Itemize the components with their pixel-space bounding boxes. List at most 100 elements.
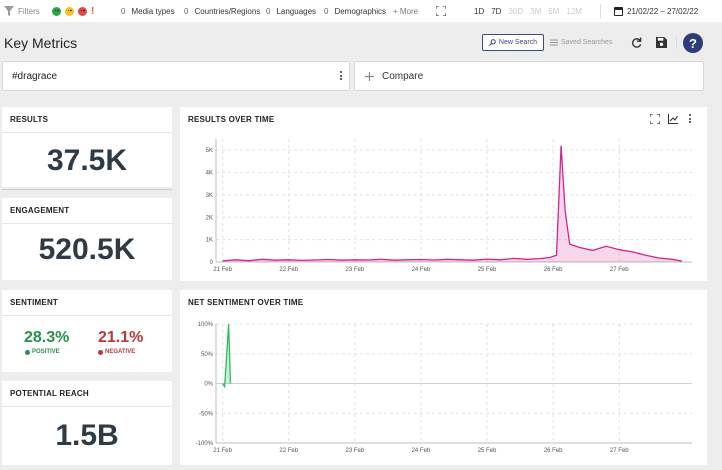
reach-title: POTENTIAL REACH — [10, 389, 89, 398]
compare-label: Compare — [382, 70, 424, 82]
y-tick-label: 0 — [210, 260, 214, 266]
results-title: RESULTS — [10, 115, 49, 124]
expand-icon[interactable] — [436, 0, 446, 22]
range-1d[interactable]: 1D — [474, 6, 485, 16]
series-line — [222, 145, 683, 262]
date-range-label: 21/02/22 – 27/02/22 — [627, 6, 699, 16]
card-divider — [2, 315, 172, 316]
y-tick-label: 0% — [204, 382, 213, 388]
line-chart-icon[interactable] — [668, 114, 678, 124]
sentiment-filters: ! — [52, 0, 94, 22]
media-types-count: 0 — [121, 6, 126, 16]
positive-emoji-icon[interactable] — [52, 6, 61, 16]
negative-percent: 21.1% — [98, 329, 144, 346]
x-tick-label: 26 Feb — [544, 267, 563, 273]
topbar-divider — [600, 4, 601, 18]
y-tick-label: 3K — [206, 193, 213, 199]
header-divider — [676, 35, 677, 49]
demographics-filter[interactable]: 0 Demographics — [324, 0, 386, 22]
calendar-icon — [614, 6, 623, 16]
engagement-value: 520.5K — [38, 233, 136, 266]
filters-label: Filters — [18, 6, 40, 16]
x-tick-label: 23 Feb — [345, 448, 364, 454]
new-search-button[interactable]: New Search — [482, 34, 544, 51]
x-tick-label: 26 Feb — [544, 448, 563, 454]
x-tick-label: 21 Feb — [213, 448, 232, 454]
negative-label: NEGATIVE — [105, 349, 136, 355]
y-tick-label: 5K — [206, 148, 213, 154]
x-tick-label: 27 Feb — [610, 448, 629, 454]
compare-button[interactable]: Compare — [354, 61, 704, 91]
series-area — [222, 145, 683, 262]
saved-searches-label: Saved Searches — [561, 39, 613, 46]
sentiment-over-time-card: NET SENTIMENT OVER TIME 21 Feb 22 Feb 23 F… — [180, 290, 707, 465]
x-tick-label: 21 Feb — [213, 267, 232, 273]
languages-count: 0 — [266, 6, 271, 16]
page-title: Key Metrics — [4, 35, 78, 51]
query-menu-icon[interactable] — [340, 71, 342, 80]
help-icon[interactable]: ? — [683, 33, 703, 53]
positive-dot-icon — [25, 349, 30, 355]
sentiment-title: SENTIMENT — [10, 298, 59, 307]
card-divider — [2, 132, 172, 133]
card-divider — [2, 223, 172, 224]
range-3m[interactable]: 3M — [530, 6, 542, 16]
reach-card: POTENTIAL REACH 1.5B — [2, 381, 172, 465]
sentiment-chart: 21 Feb 22 Feb 23 Feb 24 Feb 25 Feb 26 Feb 27 F… — [196, 322, 692, 454]
reach-value: 1.5B — [55, 419, 119, 452]
y-tick-label: -50% — [199, 411, 214, 417]
x-tick-label: 25 Feb — [478, 267, 497, 273]
regions-filter[interactable]: 0 Countries/Regions — [184, 0, 260, 22]
results-chart-title: RESULTS OVER TIME — [188, 115, 275, 124]
results-card: RESULTS 37.5K — [2, 107, 172, 187]
demographics-count: 0 — [324, 6, 329, 16]
negative-label-row: NEGATIVE — [98, 349, 135, 355]
save-icon[interactable] — [653, 34, 670, 51]
positive-percent: 28.3% — [24, 329, 70, 346]
filter-bar: Filters ! 0 Media types 0 Countries/Regi… — [0, 0, 722, 22]
new-search-label: New Search — [498, 39, 538, 46]
query-text: #dragrace — [12, 70, 58, 82]
series-line — [222, 323, 232, 389]
media-types-label: Media types — [131, 6, 175, 16]
x-tick-label: 23 Feb — [345, 267, 364, 273]
y-tick-label: 4K — [206, 171, 213, 177]
neutral-emoji-icon[interactable] — [65, 6, 74, 16]
media-types-filter[interactable]: 0 Media types — [121, 0, 175, 22]
list-icon — [550, 39, 558, 46]
results-value: 37.5K — [46, 144, 128, 177]
negative-dot-icon — [98, 349, 103, 355]
x-tick-label: 22 Feb — [279, 448, 298, 454]
alert-icon[interactable]: ! — [91, 5, 95, 17]
demographics-label: Demographics — [334, 6, 387, 16]
y-tick-label: 1K — [206, 238, 213, 244]
languages-filter[interactable]: 0 Languages — [266, 0, 316, 22]
y-tick-label: -100% — [196, 441, 214, 447]
range-7d[interactable]: 7D — [491, 6, 502, 16]
x-tick-label: 24 Feb — [412, 448, 431, 454]
search-icon — [488, 39, 496, 46]
regions-label: Countries/Regions — [194, 6, 261, 16]
results-chart: 21 Feb 22 Feb 23 Feb 24 Feb 25 Feb 26 Feb 27 F… — [206, 139, 692, 273]
range-30d[interactable]: 30D — [508, 6, 524, 16]
range-12m[interactable]: 12M — [566, 6, 582, 16]
y-tick-label: 100% — [198, 322, 214, 328]
results-chart-menu-icon[interactable] — [689, 114, 691, 123]
x-tick-label: 24 Feb — [412, 267, 431, 273]
query-input[interactable]: #dragrace — [2, 61, 350, 91]
saved-searches-button[interactable]: Saved Searches — [550, 34, 612, 51]
card-divider — [2, 406, 172, 407]
more-filters-button[interactable]: + More — [393, 6, 419, 16]
negative-emoji-icon[interactable] — [78, 6, 87, 16]
engagement-title: ENGAGEMENT — [10, 206, 70, 215]
refresh-icon[interactable] — [628, 34, 645, 51]
positive-label: POSITIVE — [32, 349, 60, 355]
range-6m[interactable]: 6M — [548, 6, 560, 16]
y-tick-label: 50% — [201, 352, 214, 358]
x-tick-label: 22 Feb — [279, 267, 298, 273]
filters-button[interactable]: Filters — [4, 0, 40, 22]
date-range-picker[interactable]: 21/02/22 – 27/02/22 — [614, 0, 698, 22]
funnel-icon — [4, 6, 14, 16]
section-divider — [2, 189, 172, 190]
range-selector: 1D 7D 30D 3M 6M 12M — [474, 0, 582, 22]
